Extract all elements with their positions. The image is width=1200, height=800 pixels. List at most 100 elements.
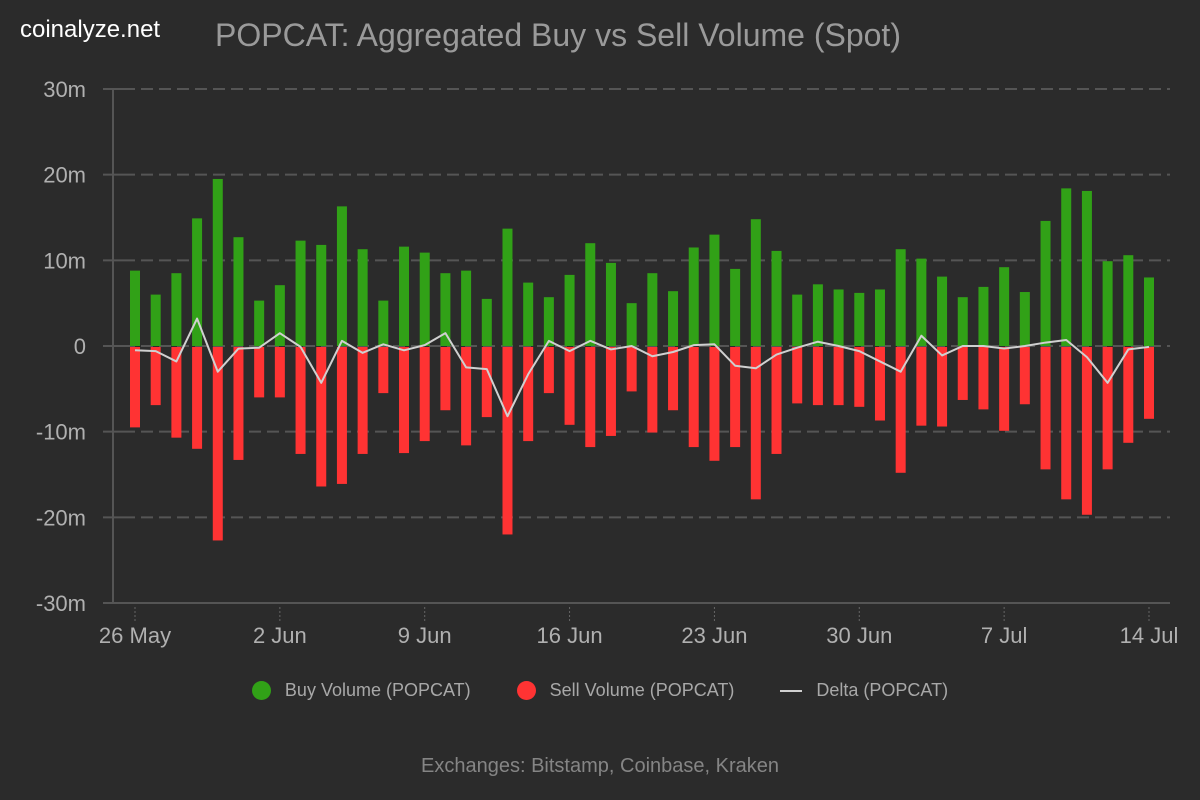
buy-volume-bar xyxy=(399,246,410,346)
sell-volume-bar xyxy=(316,347,327,487)
sell-volume-dot-icon xyxy=(516,681,536,700)
sell-volume-bar xyxy=(295,347,306,454)
y-tick-label: 20m xyxy=(43,163,86,188)
y-tick-label: -10m xyxy=(36,420,86,445)
buy-volume-bar xyxy=(833,289,844,346)
buy-volume-bar xyxy=(192,218,203,346)
legend-item-sell-volume[interactable]: Sell Volume (POPCAT) xyxy=(516,680,735,701)
buy-volume-bar xyxy=(254,300,265,346)
sell-volume-bar xyxy=(481,347,492,418)
buy-volume-bar xyxy=(709,234,720,346)
sell-volume-bar xyxy=(957,347,968,400)
buy-volume-bar xyxy=(212,178,223,346)
sell-volume-bar xyxy=(171,347,182,438)
sell-volume-bar xyxy=(1102,347,1113,470)
sell-volume-bar xyxy=(274,347,285,398)
sell-volume-bar xyxy=(792,347,803,404)
sell-volume-bar xyxy=(916,347,927,426)
legend-label-sell-volume: Sell Volume (POPCAT) xyxy=(549,680,735,700)
brand-logo[interactable]: coinalyze.net xyxy=(20,16,161,43)
chart-title: POPCAT: Aggregated Buy vs Sell Volume (S… xyxy=(215,17,901,53)
buy-volume-bar xyxy=(978,286,989,346)
buy-volume-bar xyxy=(274,285,285,346)
sell-volume-bar xyxy=(874,347,885,421)
y-tick-label: -20m xyxy=(36,505,86,530)
buy-volume-bar xyxy=(543,297,554,346)
legend-item-delta[interactable]: Delta (POPCAT) xyxy=(780,680,948,701)
buy-volume-bar xyxy=(688,247,699,346)
sell-volume-bar xyxy=(357,347,368,454)
buy-volume-bar xyxy=(419,252,430,346)
sell-volume-bar xyxy=(564,347,575,425)
buy-volume-bar xyxy=(171,273,182,346)
legend-label-delta: Delta (POPCAT) xyxy=(816,680,949,700)
buy-volume-bar xyxy=(895,249,906,346)
buy-volume-bar xyxy=(647,273,658,346)
buy-volume-bar xyxy=(336,206,347,346)
buy-volume-bar xyxy=(750,219,761,346)
buy-volume-bars xyxy=(130,178,1154,346)
sell-volume-bar xyxy=(895,347,906,473)
sell-volume-bar xyxy=(854,347,865,407)
buy-volume-bar xyxy=(1061,188,1072,346)
sell-volume-bar xyxy=(378,347,389,394)
buy-volume-bar xyxy=(730,268,741,346)
sell-volume-bar xyxy=(978,347,989,410)
y-axis: 30m 20m 10m 0 -10m -20m -30m xyxy=(36,77,123,616)
sell-volume-bar xyxy=(585,347,596,448)
delta-line-icon xyxy=(780,689,803,692)
sell-volume-bar xyxy=(1144,347,1154,419)
sell-volume-bar xyxy=(833,347,844,406)
sell-volume-bar xyxy=(730,347,741,448)
buy-volume-bar xyxy=(626,303,637,346)
x-tick-label: 23 Jun xyxy=(681,623,747,648)
sell-volume-bar xyxy=(1081,347,1092,515)
sell-volume-bar xyxy=(130,347,140,428)
sell-volume-bar xyxy=(1061,347,1072,500)
buy-volume-bar xyxy=(585,243,596,346)
legend-label-buy-volume: Buy Volume (POPCAT) xyxy=(284,680,471,700)
buy-volume-bar xyxy=(916,258,927,346)
buy-volume-dot-icon xyxy=(251,681,271,700)
sell-volume-bar xyxy=(233,347,244,460)
y-tick-label: 0 xyxy=(74,334,86,359)
sell-volume-bar xyxy=(605,347,616,436)
sell-volume-bar xyxy=(212,347,223,541)
buy-volume-bar xyxy=(564,274,575,346)
sell-volume-bar xyxy=(647,347,658,433)
sell-volume-bar xyxy=(150,347,161,406)
buy-volume-bar xyxy=(854,292,865,346)
buy-volume-bar xyxy=(502,228,513,346)
x-axis: 26 May 2 Jun 9 Jun 16 Jun 23 Jun 30 Jun 7 Jul 1… xyxy=(99,602,1178,648)
sell-volume-bar xyxy=(1123,347,1134,443)
sell-volume-bar xyxy=(771,347,782,454)
sell-volume-bar xyxy=(1019,347,1030,405)
x-tick-label: 16 Jun xyxy=(537,623,603,648)
sell-volume-bar xyxy=(254,347,265,398)
buy-volume-bar xyxy=(999,267,1010,346)
x-tick-label: 30 Jun xyxy=(826,623,892,648)
sell-volume-bar xyxy=(999,347,1010,431)
x-tick-label: 2 Jun xyxy=(253,623,307,648)
sell-volume-bar xyxy=(543,347,554,394)
sell-volume-bar xyxy=(626,347,637,392)
legend-item-buy-volume[interactable]: Buy Volume (POPCAT) xyxy=(251,680,471,701)
buy-volume-bar xyxy=(1081,190,1092,346)
exchanges-footer: Exchanges: Bitstamp, Coinbase, Kraken xyxy=(421,755,779,777)
buy-volume-bar xyxy=(461,270,472,346)
buy-volume-bar xyxy=(605,262,616,346)
x-tick-label: 26 May xyxy=(99,623,171,648)
x-tick-label: 7 Jul xyxy=(981,623,1027,648)
buy-volume-bar xyxy=(233,237,244,346)
sell-volume-bar xyxy=(336,347,347,484)
buy-volume-bar xyxy=(668,291,679,346)
buy-volume-bar xyxy=(295,240,306,346)
sell-volume-bar xyxy=(937,347,948,427)
y-tick-label: 30m xyxy=(43,77,86,102)
buy-volume-bar xyxy=(874,289,885,346)
sell-volume-bar xyxy=(440,347,451,411)
sell-volume-bars xyxy=(130,347,1154,541)
buy-volume-bar xyxy=(1123,255,1134,346)
sell-volume-bar xyxy=(668,347,679,411)
